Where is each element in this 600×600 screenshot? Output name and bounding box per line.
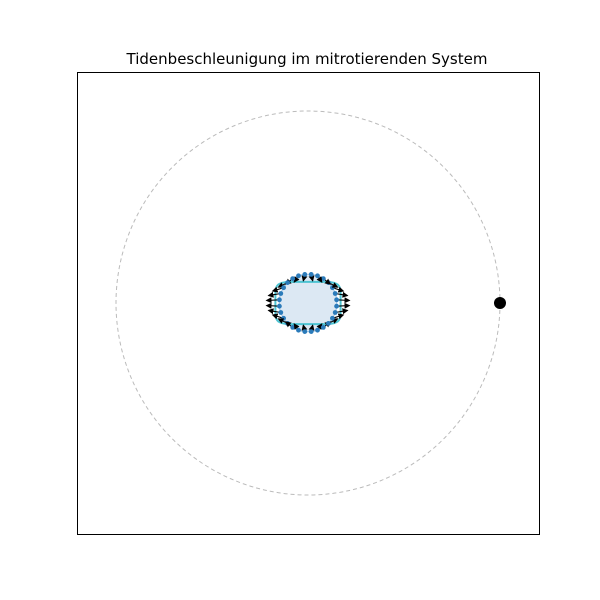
surface-point [332,291,338,296]
surface-point [277,303,282,309]
surface-point [320,325,326,330]
surface-point [290,325,296,330]
surface-point [278,310,284,315]
planet-body [278,273,338,333]
surface-point [326,321,331,326]
surface-point [332,310,338,315]
plot-frame [77,72,540,535]
surface-point [334,297,339,303]
plot-area [115,110,506,496]
surface-point [302,272,308,277]
surface-point [308,329,314,334]
surface-point [334,303,339,309]
surface-point [315,273,320,279]
surface-point [285,280,290,285]
surface-point [278,291,284,296]
surface-point [281,285,286,291]
moon-marker [494,297,506,309]
surface-point [296,327,301,333]
surface-point [320,276,326,281]
surface-point [296,273,301,279]
surface-point [302,329,308,334]
surface-point [330,315,335,321]
surface-point [308,272,314,277]
surface-point [315,327,320,333]
surface-point [277,297,282,303]
chart-title: Tidenbeschleunigung im mitrotierenden Sy… [126,50,488,68]
surface-point [290,276,296,281]
